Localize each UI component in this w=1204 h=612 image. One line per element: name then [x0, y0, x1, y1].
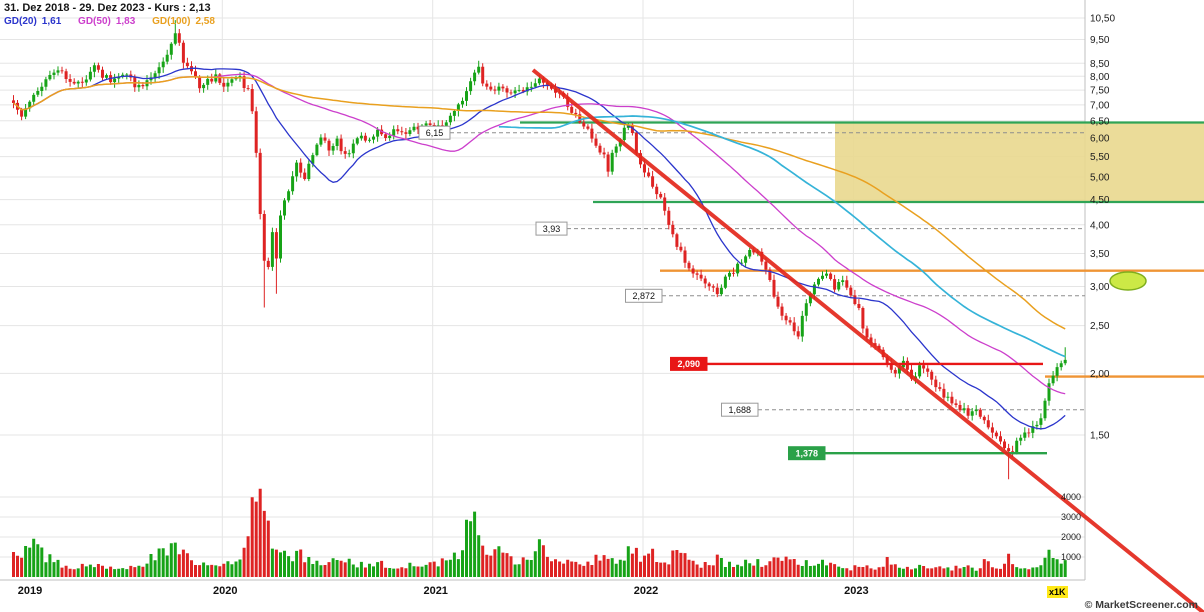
- svg-text:1,688: 1,688: [729, 405, 752, 415]
- svg-text:6,15: 6,15: [426, 128, 444, 138]
- legend-gd20-value: 1,61: [41, 16, 62, 27]
- svg-text:2021: 2021: [423, 585, 447, 597]
- svg-text:5,00: 5,00: [1090, 173, 1110, 184]
- svg-text:2019: 2019: [18, 585, 42, 597]
- svg-text:5,50: 5,50: [1090, 152, 1110, 163]
- svg-text:2000: 2000: [1061, 532, 1081, 542]
- svg-text:2020: 2020: [213, 585, 237, 597]
- horizontal-level-lines: [450, 121, 1204, 411]
- chart-title: 31. Dez 2018 - 29. Dez 2023 - Kurs : 2,1…: [4, 2, 211, 14]
- svg-text:2,090: 2,090: [678, 359, 701, 369]
- volume-axis-labels: 4000 3000 2000 1000: [1061, 492, 1081, 562]
- highlight-ellipse: [1109, 271, 1147, 291]
- legend-gd20: GD(20) 1,61: [4, 16, 61, 27]
- ma-gd100-line: [13, 76, 1066, 330]
- svg-text:7,50: 7,50: [1090, 86, 1110, 97]
- svg-text:8,50: 8,50: [1090, 59, 1110, 70]
- svg-text:4,50: 4,50: [1090, 195, 1110, 206]
- legend-gd100-value: 2,58: [195, 16, 215, 27]
- volume-series: [12, 488, 1067, 577]
- svg-text:4000: 4000: [1061, 492, 1081, 502]
- svg-text:8,00: 8,00: [1090, 72, 1110, 83]
- legend-gd50-value: 1,83: [115, 16, 136, 27]
- svg-text:1,378: 1,378: [796, 448, 819, 458]
- svg-text:6,00: 6,00: [1090, 134, 1110, 145]
- svg-text:3,00: 3,00: [1090, 282, 1110, 293]
- year-axis-labels: 2019 2020 2021 2022 2023: [18, 585, 869, 597]
- legend-gd20-label: GD(20): [4, 16, 37, 27]
- svg-text:3,93: 3,93: [543, 224, 561, 234]
- grid-layer: [0, 0, 1086, 581]
- svg-text:3,50: 3,50: [1090, 249, 1110, 260]
- svg-text:1,50: 1,50: [1090, 431, 1110, 442]
- ma-legend: GD(20) 1,61 GD(50) 1,83 GD(100) 2,58: [4, 16, 229, 27]
- legend-gd100-label: GD(100): [152, 16, 191, 27]
- volume-unit-badge: x1K: [1047, 586, 1068, 598]
- downtrend-line: [531, 68, 1204, 612]
- svg-text:7,00: 7,00: [1090, 100, 1110, 111]
- price-level-labels: 6,15 3,93 2,872 1,688 2,090 1,378: [418, 125, 826, 461]
- candlestick-series: [12, 20, 1067, 480]
- svg-text:2,872: 2,872: [633, 291, 656, 301]
- legend-gd100: GD(100) 2,58: [152, 16, 215, 27]
- legend-gd50-label: GD(50): [78, 16, 111, 27]
- svg-text:9,50: 9,50: [1090, 35, 1110, 46]
- ma-gd20-line: [13, 67, 1066, 430]
- watermark: © MarketScreener.com: [1084, 599, 1198, 611]
- svg-text:2022: 2022: [634, 585, 658, 597]
- price-axis-labels: 10,50 9,50 8,50 8,00 7,50 7,00 6,50 6,00 5,50 5,0…: [1090, 14, 1115, 442]
- svg-text:4,00: 4,00: [1090, 220, 1110, 231]
- svg-text:1000: 1000: [1061, 552, 1081, 562]
- svg-text:2023: 2023: [844, 585, 868, 597]
- legend-gd50: GD(50) 1,83: [78, 16, 135, 27]
- highlight-zone: [835, 122, 1204, 202]
- svg-text:2,50: 2,50: [1090, 321, 1110, 332]
- svg-text:3000: 3000: [1061, 512, 1081, 522]
- svg-text:2,00: 2,00: [1090, 369, 1110, 380]
- svg-text:10,50: 10,50: [1090, 14, 1115, 25]
- svg-text:6,50: 6,50: [1090, 116, 1110, 127]
